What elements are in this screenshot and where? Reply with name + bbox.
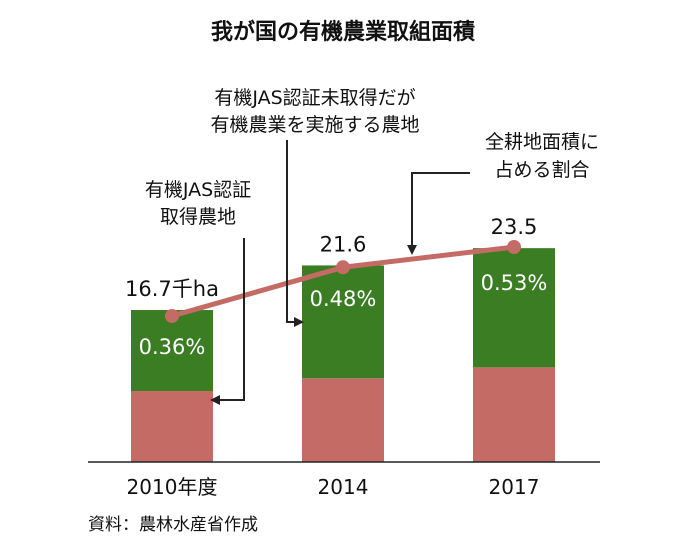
annotation-uncertified-arrowhead: [294, 317, 304, 327]
bar-certified-2: [473, 367, 555, 462]
annotation-uncertified-line1: 有機JAS認証未取得だが: [214, 87, 415, 109]
total-label-0: 16.7千ha: [125, 277, 219, 301]
annotation-share-leader: [411, 172, 470, 250]
x-tick-0: 2010年度: [127, 475, 218, 499]
annotation-certified-line1: 有機JAS認証: [145, 179, 251, 201]
annotation-share: 全耕地面積に 占める割合: [407, 131, 599, 255]
share-point-0: [165, 309, 179, 323]
annotation-share-line2: 占める割合: [494, 159, 589, 181]
x-tick-2: 2017: [489, 475, 540, 499]
total-label-2: 23.5: [491, 215, 538, 239]
annotation-certified: 有機JAS認証 取得農地: [145, 179, 251, 405]
annotation-certified-leader: [214, 238, 245, 401]
bars-layer: [131, 248, 555, 462]
bar-uncertified-2: [473, 248, 555, 368]
annotation-certified-arrowhead: [210, 395, 220, 405]
x-tick-1: 2014: [318, 475, 369, 499]
source-note: 資料：農林水産省作成: [88, 515, 258, 535]
total-label-1: 21.6: [320, 232, 367, 256]
bar-uncertified-0: [131, 310, 213, 392]
bar-certified-0: [131, 391, 213, 462]
annotation-certified-line2: 取得農地: [160, 206, 236, 228]
chart-title: 我が国の有機農業取組面積: [210, 20, 475, 45]
annotation-share-arrowhead: [407, 245, 417, 255]
share-label-1: 0.48%: [310, 287, 377, 311]
annotation-uncertified: 有機JAS認証未取得だが 有機農業を実施する農地: [210, 87, 420, 327]
bar-uncertified-1: [302, 265, 384, 379]
share-point-1: [336, 260, 350, 275]
annotation-uncertified-leader: [286, 140, 300, 323]
annotation-share-line1: 全耕地面積に: [485, 131, 599, 153]
labels-layer: 16.7千ha 0.36% 21.6 0.48% 23.5 0.53%: [125, 215, 547, 359]
share-label-0: 0.36%: [139, 335, 206, 359]
bar-certified-1: [302, 378, 384, 462]
share-label-2: 0.53%: [481, 271, 548, 295]
x-tick-labels: 2010年度 2014 2017: [127, 475, 540, 499]
share-line-layer: [165, 240, 521, 323]
annotation-uncertified-line2: 有機農業を実施する農地: [210, 114, 419, 136]
share-point-2: [507, 240, 521, 254]
